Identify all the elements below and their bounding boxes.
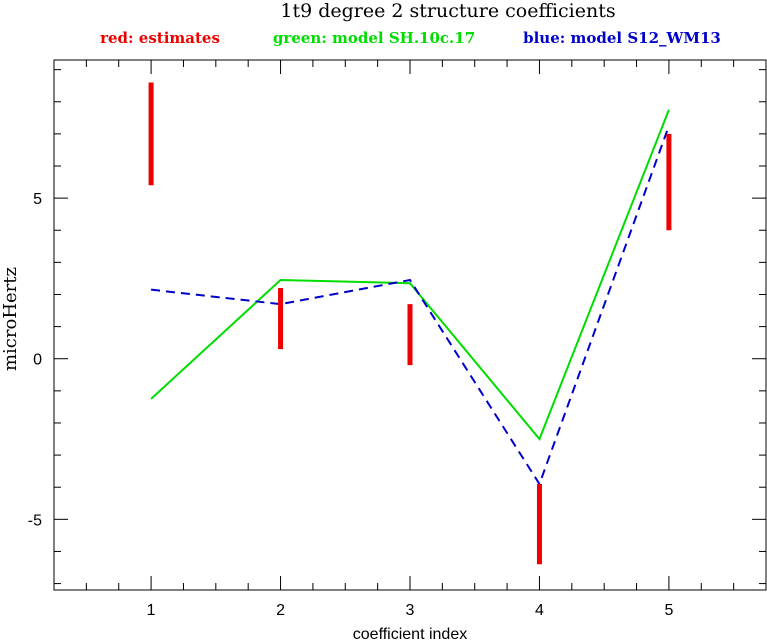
estimates-layer xyxy=(148,82,672,565)
legend-entry: red: estimates xyxy=(100,29,220,47)
x-tick-label: 3 xyxy=(406,602,415,619)
x-tick-label: 5 xyxy=(664,602,673,619)
axis-ticks xyxy=(53,60,767,590)
x-tick-label: 1 xyxy=(147,602,156,619)
axis-tick-labels: 1 2 3 4 5 -5 0 5 xyxy=(28,191,674,619)
y-tick-label: 5 xyxy=(33,191,42,208)
chart-title: 1t9 degree 2 structure coefficients xyxy=(280,0,615,22)
y-axis-label: microHertz xyxy=(0,267,21,371)
legend-entry: blue: model S12_WM13 xyxy=(523,29,721,47)
y-tick-label: -5 xyxy=(28,512,42,529)
series-line-green xyxy=(150,109,670,441)
x-tick-label: 4 xyxy=(535,602,544,619)
legend-entry: green: model SH.10c.17 xyxy=(273,29,475,47)
chart-legend: red: estimates green: model SH.10c.17 blue… xyxy=(100,29,721,47)
y-tick-label: 0 xyxy=(33,352,42,369)
x-axis-label: coefficient index xyxy=(353,626,467,641)
series-layer xyxy=(150,109,670,487)
x-tick-label: 2 xyxy=(276,602,285,619)
